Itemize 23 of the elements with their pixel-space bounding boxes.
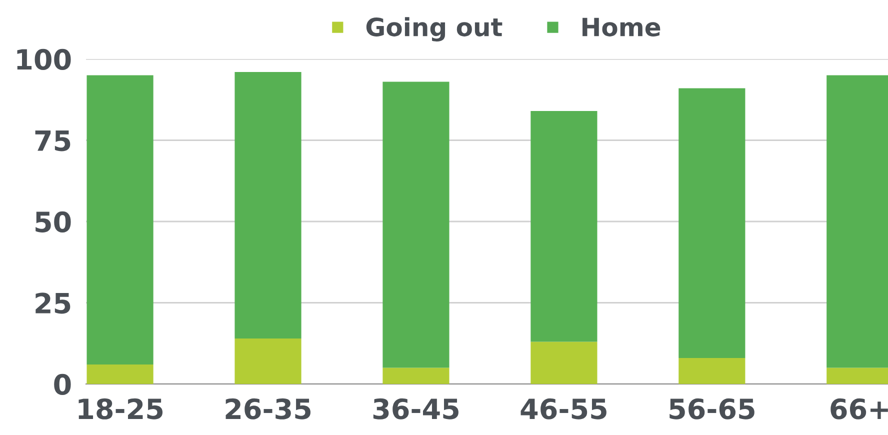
x-tick-label: 36-45	[373, 398, 458, 420]
bar	[530, 342, 598, 384]
bar	[382, 82, 450, 368]
x-tick-label: 56-65	[670, 398, 754, 420]
y-tick-label: 25	[36, 292, 70, 314]
bar	[234, 72, 302, 338]
legend-label: Going out	[366, 17, 502, 42]
bar	[234, 338, 302, 384]
x-tick-label: 18-25	[78, 398, 163, 420]
bar	[678, 88, 746, 358]
x-tick-label: 66+	[830, 398, 888, 420]
y-tick-label: 50	[36, 211, 71, 232]
x-tick-label: 46-55	[520, 398, 606, 420]
bar	[86, 75, 154, 364]
y-tick-label: 75	[35, 130, 70, 152]
bar	[530, 111, 598, 342]
bar	[86, 364, 154, 384]
x-tick-label: 26-35	[226, 398, 310, 420]
legend-label: Home	[582, 18, 660, 36]
bar	[678, 358, 746, 384]
y-tick-label: 0	[54, 374, 71, 395]
y-tick-label: 100	[17, 48, 71, 70]
bar	[382, 368, 450, 384]
